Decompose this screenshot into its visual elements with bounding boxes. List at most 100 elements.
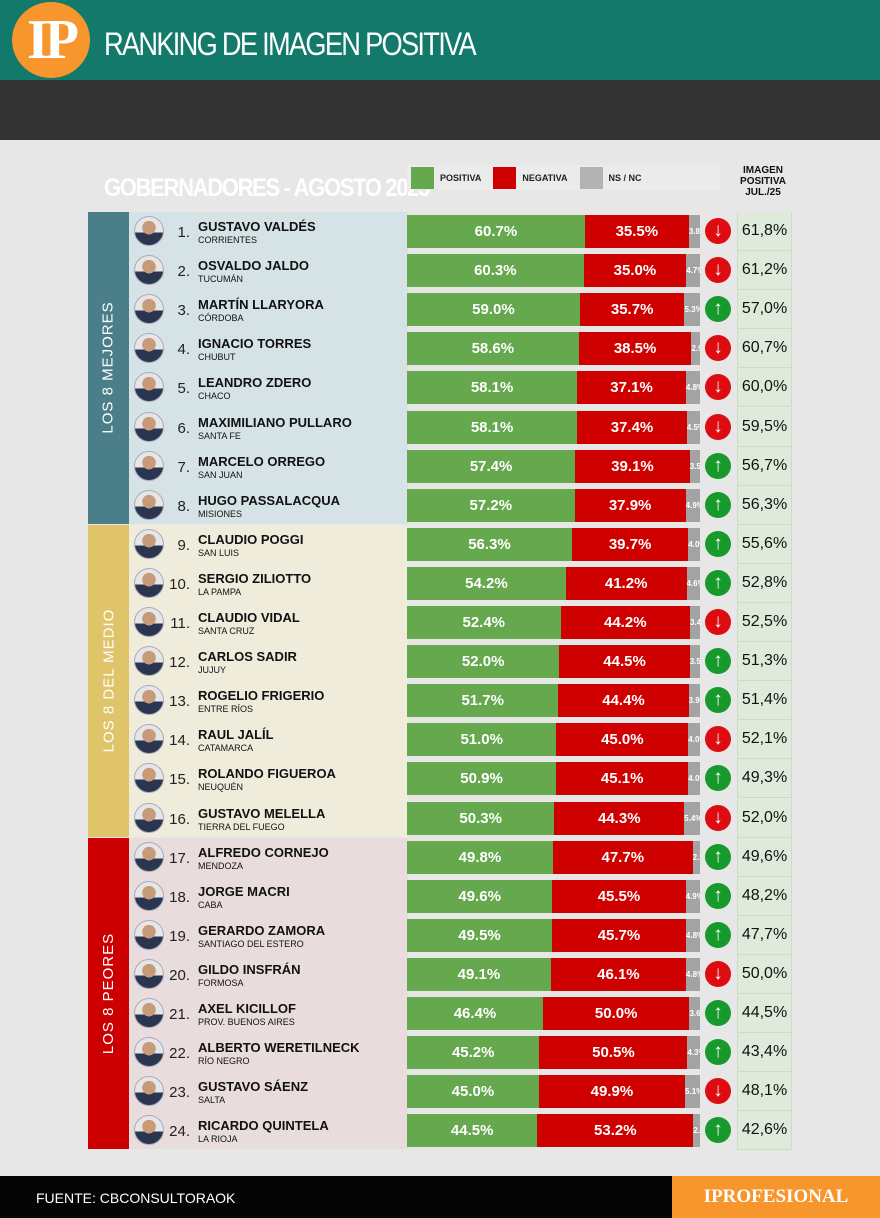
province: SAN LUIS (198, 547, 240, 558)
table-row: 5. LEANDRO ZDERO CHACO 58.1% 37.1% 4.8% … (0, 368, 880, 408)
bar-negative: 49.9% (538, 1075, 686, 1109)
stacked-bar: 49.8% 47.7% 2.5 (407, 840, 700, 874)
province: SANTA CRUZ (198, 626, 255, 636)
bar-negative: 41.2% (565, 566, 687, 600)
bar-negative: 50.0% (542, 997, 690, 1030)
rank: 23. (169, 1084, 190, 1102)
jul-positive-value: 56,7% (737, 446, 792, 486)
bar-positive: 59.0% (407, 293, 580, 327)
bar-negative: 35.0% (583, 254, 687, 288)
province: ENTRE RÍOS (198, 704, 254, 715)
province: RÍO NEGRO (198, 1056, 250, 1067)
table-row: 7. MARCELO ORREGO SAN JUAN 57.4% 39.1% 3… (0, 446, 880, 486)
stacked-bar: 50.9% 45.1% 4.0% (407, 762, 700, 796)
table-row: 13. ROGELIO FRIGERIO ENTRE RÍOS 51.7% 44… (0, 681, 880, 721)
stacked-bar: 50.3% 44.3% 5.4% (407, 801, 700, 835)
rank: 7. (177, 458, 190, 476)
bar-positive: 60.7% (407, 215, 585, 248)
bar-nsnc: 4.7% (686, 254, 700, 288)
bar-nsnc: 3.8% (688, 215, 700, 248)
bar-negative: 44.5% (559, 645, 690, 679)
bar-positive: 50.9% (407, 762, 557, 796)
jul-positive-value: 43,4% (737, 1033, 792, 1073)
bar-nsnc: 4.3% (687, 1036, 700, 1070)
table-row: 10. SERGIO ZILIOTTO LA PAMPA 54.2% 41.2%… (0, 563, 880, 603)
bar-nsnc: 4.6% (686, 566, 700, 600)
stacked-bar: 54.2% 41.2% 4.6% (407, 566, 700, 600)
bar-positive: 51.7% (407, 684, 559, 718)
governor-name: HUGO PASSALACQUA (198, 492, 341, 508)
province: SAN JUAN (198, 469, 243, 480)
governor-name: CLAUDIO POGGI (198, 531, 304, 547)
governor-photo (134, 841, 164, 872)
rank: 21. (169, 1006, 190, 1023)
jul-positive-value: 52,0% (737, 798, 792, 838)
stacked-bar: 57.2% 37.9% 4.9% (407, 488, 700, 522)
bar-negative: 37.1% (577, 371, 686, 405)
stacked-bar: 58.1% 37.1% 4.8% (407, 371, 700, 405)
jul-positive-value: 49,6% (737, 837, 792, 877)
arrow-up-icon: ↑ (705, 843, 731, 870)
stacked-bar: 56.3% 39.7% 4.0% (407, 527, 700, 561)
governor-name: IGNACIO TORRES (198, 336, 312, 352)
province: TIERRA DEL FUEGO (198, 821, 285, 832)
jul-positive-value: 44,5% (737, 994, 792, 1033)
arrow-up-icon: ↑ (705, 491, 731, 518)
arrow-up-icon: ↑ (705, 1000, 731, 1026)
jul-positive-value: 52,5% (737, 603, 792, 642)
rank: 6. (177, 419, 190, 437)
governor-photo (134, 685, 164, 716)
bar-positive: 57.2% (407, 488, 575, 522)
jul-positive-value: 48,1% (737, 1072, 792, 1112)
arrow-down-icon: ↓ (705, 335, 731, 362)
arrow-up-icon: ↑ (705, 530, 731, 557)
group-2: LOS 8 DEL MEDIO (88, 524, 408, 837)
province: TUCUMÁN (198, 274, 243, 285)
governor-name: ROGELIO FRIGERIO (198, 688, 325, 704)
province: CABA (198, 899, 223, 910)
table-row: 12. CARLOS SADIR JUJUY 52.0% 44.5% 3.5% … (0, 642, 880, 682)
province: LA PAMPA (198, 586, 242, 597)
table-row: 23. GUSTAVO SÁENZ SALTA 45.0% 49.9% 5.1%… (0, 1072, 880, 1112)
governor-name: GILDO INSFRÁN (198, 961, 301, 977)
stacked-bar: 52.0% 44.5% 3.5% (407, 645, 700, 679)
arrow-down-icon: ↓ (705, 609, 731, 635)
page-subtitle: GOBERNADORES - AGOSTO 2025 (104, 174, 430, 202)
bar-nsnc: 4.9% (685, 488, 700, 522)
group-label-bar: LOS 8 DEL MEDIO (88, 524, 129, 837)
header-bar: IP RANKING DE IMAGEN POSITIVA (0, 0, 880, 80)
table-row: 3. MARTÍN LLARYORA CÓRDOBA 59.0% 35.7% 5… (0, 290, 880, 330)
jul-positive-value: 47,7% (737, 915, 792, 955)
subtitle-band: GOBERNADORES - AGOSTO 2025 (0, 80, 880, 202)
arrow-up-icon: ↑ (705, 296, 731, 323)
bar-negative: 45.5% (552, 879, 686, 913)
bar-nsnc: 3.9% (688, 684, 700, 718)
table-row: 2. OSVALDO JALDO TUCUMÁN 60.3% 35.0% 4.7… (0, 251, 880, 291)
governor-photo (134, 646, 164, 677)
bar-positive: 49.8% (407, 840, 553, 874)
province: FORMOSA (198, 977, 244, 988)
group-background (129, 212, 408, 524)
governor-name: MARTÍN LLARYORA (198, 297, 324, 313)
bar-negative: 37.4% (577, 410, 687, 444)
legend-label-positive: POSITIVA (440, 172, 482, 183)
jul-positive-value: 60,7% (737, 329, 792, 369)
governor-name: ALBERTO WERETILNECK (198, 1040, 360, 1056)
jul-positive-value: 61,2% (737, 251, 792, 291)
bar-positive: 45.0% (407, 1075, 539, 1109)
bar-negative: 44.4% (558, 684, 689, 718)
bar-positive: 56.3% (407, 527, 572, 561)
governor-photo (134, 802, 164, 833)
stacked-bar: 57.4% 39.1% 3.5% (407, 449, 700, 483)
brand-logo: IPROFESIONAL (672, 1176, 880, 1218)
arrow-down-icon: ↓ (705, 1078, 731, 1105)
jul-positive-value: 60,0% (737, 368, 792, 408)
jul-positive-value: 61,8% (737, 212, 792, 251)
bar-negative: 50.5% (539, 1036, 688, 1070)
governor-photo (134, 763, 164, 794)
bar-positive: 60.3% (407, 254, 584, 288)
stacked-bar: 52.4% 44.2% 3.4% (407, 606, 700, 639)
bar-nsnc: 4.8% (685, 918, 700, 952)
arrow-down-icon: ↓ (705, 218, 731, 244)
governor-photo (134, 333, 164, 364)
